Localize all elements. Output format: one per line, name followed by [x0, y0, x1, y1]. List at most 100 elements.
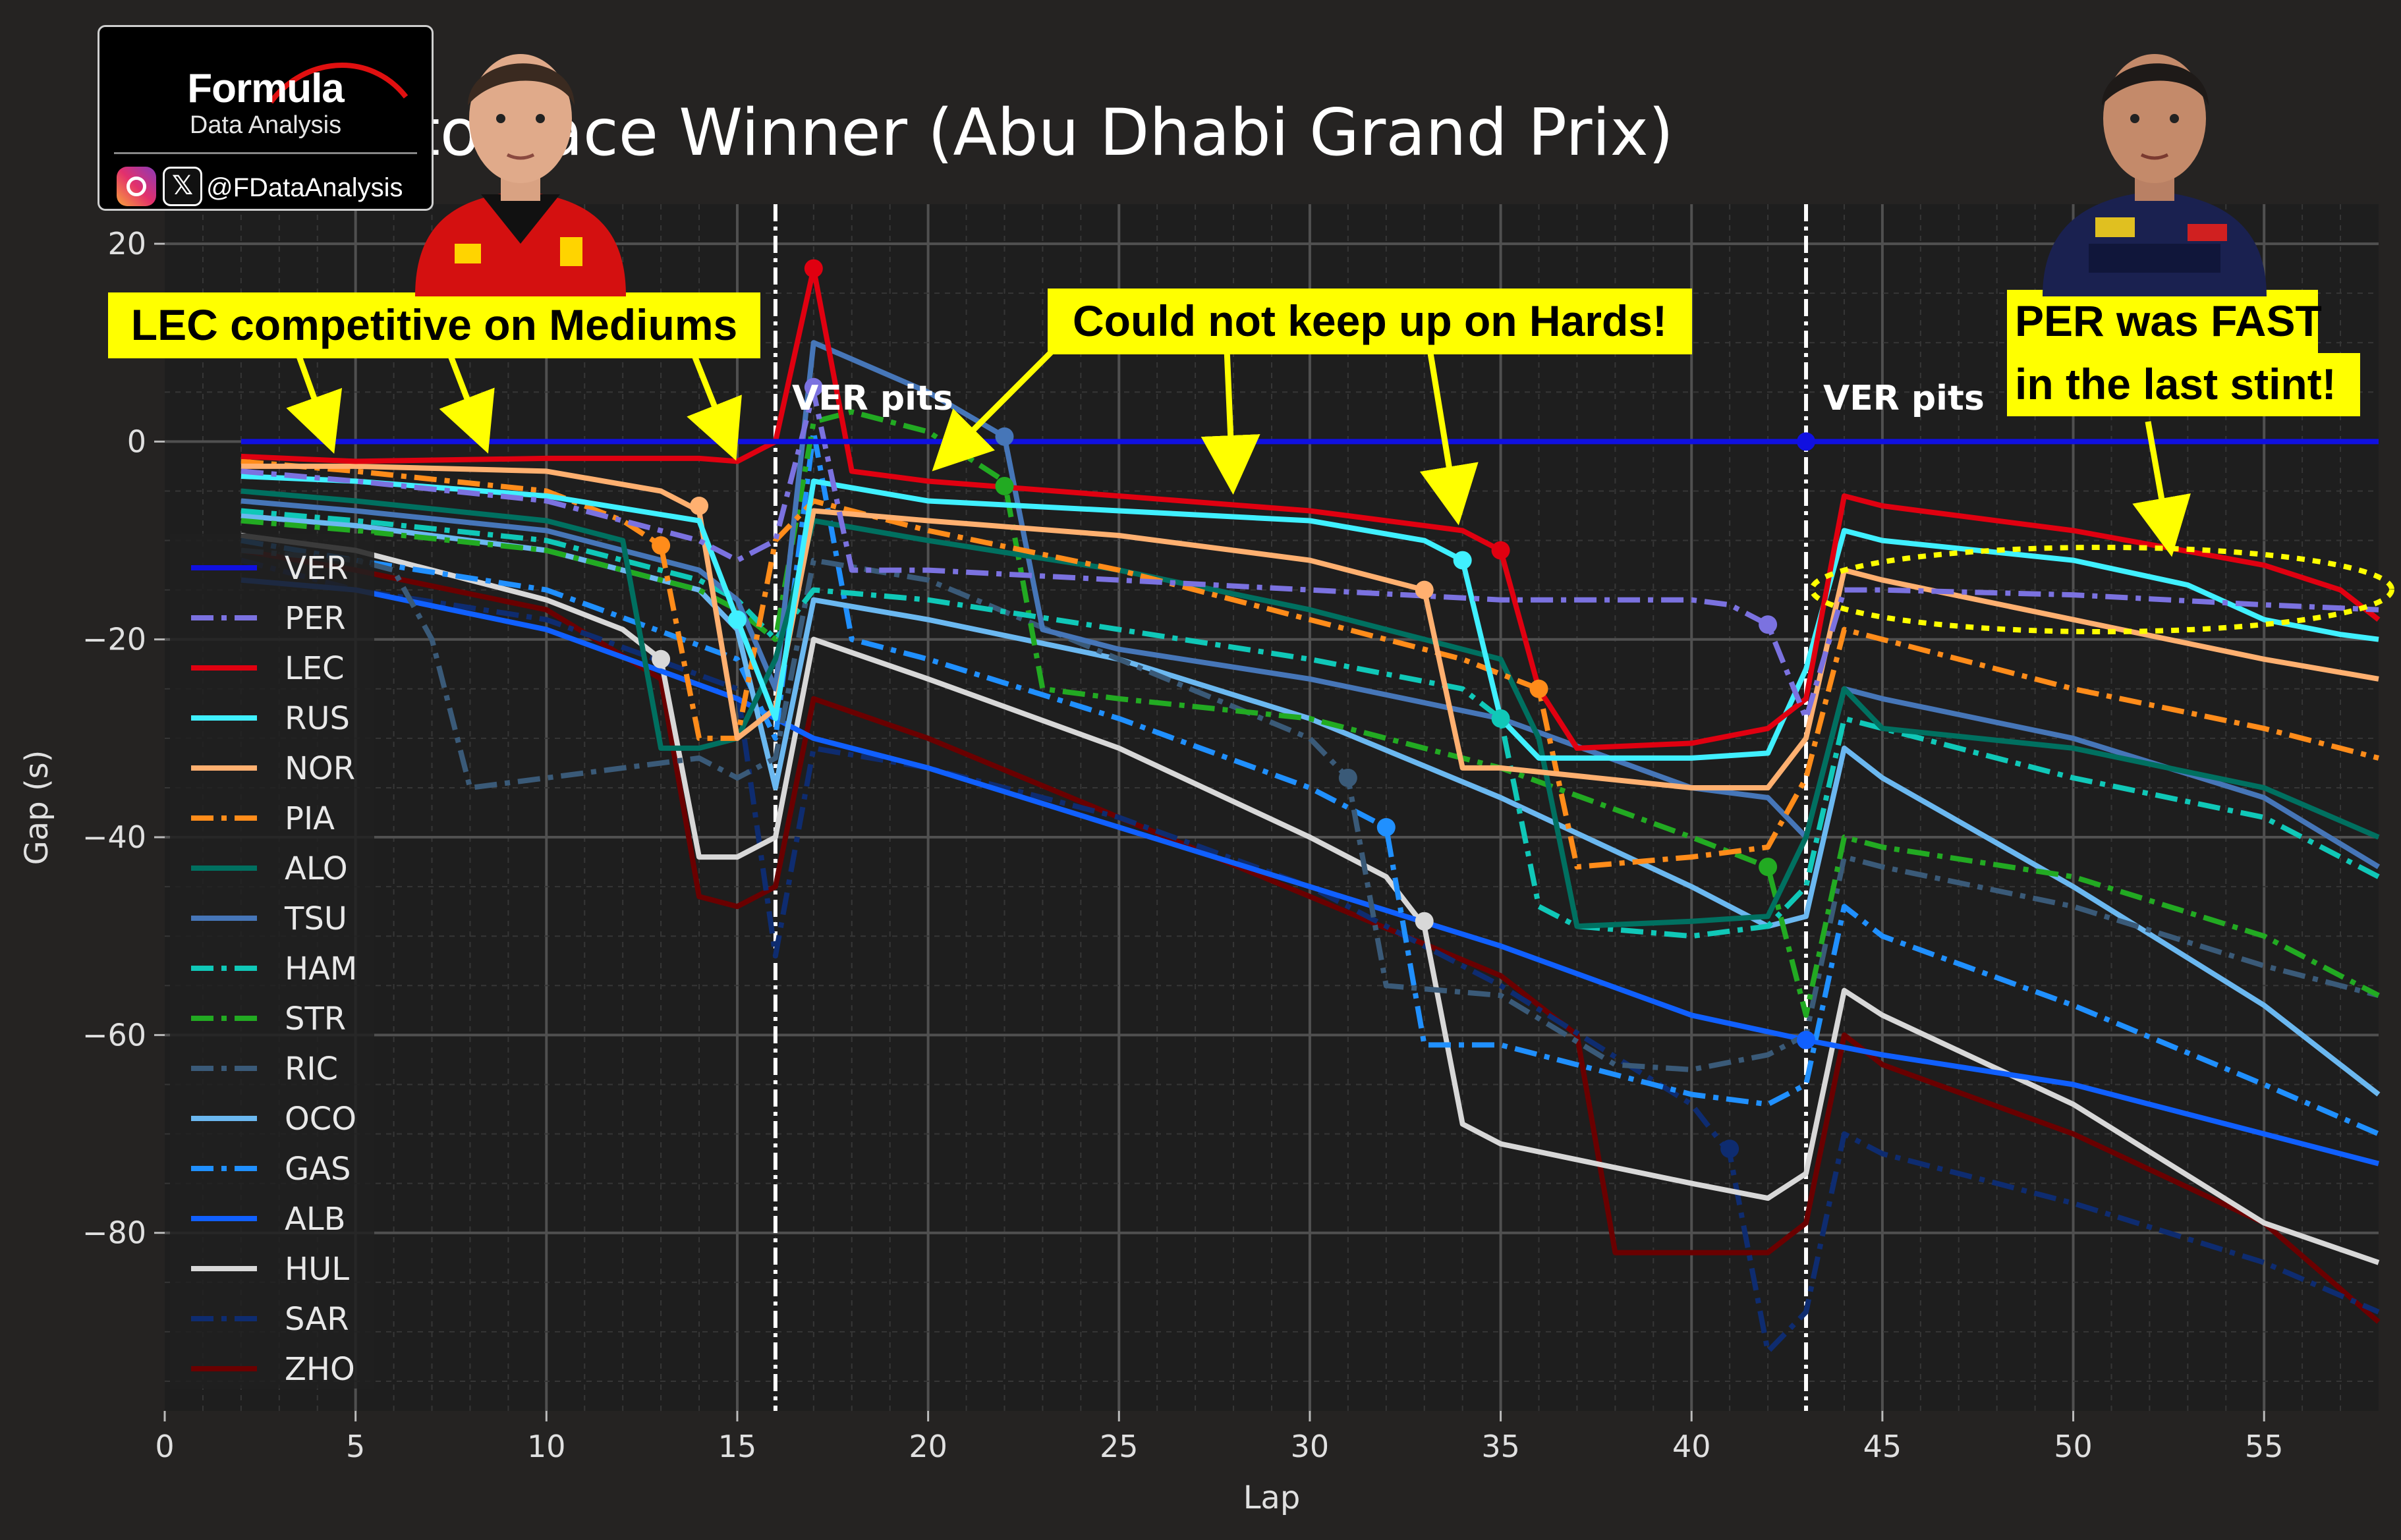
legend-label-ric: RIC: [285, 1051, 338, 1087]
legend-label-oco: OCO: [285, 1101, 356, 1138]
pit-marker-tsu: [995, 427, 1014, 446]
instagram-icon: [117, 167, 156, 206]
annotation-per-box-1: [2007, 290, 2318, 353]
legend-label-gas: GAS: [285, 1151, 351, 1188]
annotation-hards: Could not keep up on Hards!: [1048, 289, 1692, 354]
logo-title: Formula: [187, 66, 345, 111]
leclerc-photo: [415, 54, 626, 296]
legend-label-str: STR: [285, 1001, 346, 1037]
logo-divider: [114, 152, 417, 154]
legend-label-alb: ALB: [285, 1201, 346, 1238]
series-line-ham: [240, 508, 2380, 939]
annotation-per-line1: PER was FAST: [2015, 296, 2322, 345]
pit-markers: [652, 259, 1816, 1159]
y-tick-label: 20: [107, 226, 146, 261]
x-tick-label: 0: [155, 1429, 174, 1464]
annotation-per-box-2: [2007, 353, 2360, 416]
legend-label-hul: HUL: [285, 1251, 349, 1288]
logo-swoosh-icon: [268, 63, 409, 104]
series-lines: [240, 265, 2381, 1354]
annotation-hards-box: [1048, 289, 1692, 354]
series-line-alb: [240, 577, 2380, 1167]
legend-label-rus: RUS: [285, 700, 350, 737]
x-tick-label: 45: [1863, 1429, 1902, 1464]
pit-marker-nor: [1415, 580, 1434, 599]
series-line-rus: [240, 474, 2379, 761]
arrow-hards-1: [932, 346, 1057, 472]
logo-handle: @FDataAnalysis: [206, 173, 403, 202]
x-tick-label: 50: [2054, 1429, 2093, 1464]
series-line-str: [240, 409, 2380, 1018]
pit-marker-rus: [1453, 551, 1472, 570]
y-tick-label: −80: [82, 1215, 146, 1251]
pit-marker-str: [995, 476, 1014, 495]
arrows: [286, 346, 2191, 557]
x-tick-label: 10: [527, 1429, 566, 1464]
x-axis-label: Lap: [1243, 1479, 1301, 1516]
legend-label-pia: PIA: [285, 800, 335, 837]
y-tick-label: 0: [127, 424, 146, 459]
perez-photo: [2043, 54, 2267, 296]
arrow-hards-2: [1200, 348, 1260, 495]
pit-marker-ric: [1338, 768, 1357, 787]
ver-pits-label-1: VER pits: [792, 379, 953, 418]
arrow-lec-2: [439, 348, 495, 454]
y-axis-label: Gap (s): [18, 750, 55, 866]
legend-label-zho: ZHO: [285, 1351, 355, 1388]
legend-label-tsu: TSU: [284, 900, 347, 937]
legend-label-sar: SAR: [285, 1301, 349, 1338]
pit-marker-rus: [727, 610, 747, 629]
series-line-nor: [240, 463, 2379, 790]
annotation-hards-text: Could not keep up on Hards!: [1073, 296, 1667, 345]
per-highlight-ellipse: [1809, 545, 2394, 634]
x-tick-label: 15: [718, 1429, 757, 1464]
x-icon: 𝕏: [163, 167, 202, 206]
pit-marker-nor: [690, 497, 709, 515]
annotation-per-line2: in the last stint!: [2015, 360, 2336, 408]
legend-label-nor: NOR: [285, 750, 355, 787]
series-line-sar: [240, 557, 2380, 1354]
pit-marker-lec: [1491, 541, 1510, 560]
y-tick-label: −40: [82, 819, 146, 855]
legend-label-ham: HAM: [285, 950, 357, 987]
x-tick-label: 40: [1672, 1429, 1711, 1464]
pit-marker-lec: [804, 259, 823, 278]
pit-marker-gas: [1376, 818, 1396, 837]
pit-marker-per: [804, 377, 823, 397]
x-tick-label: 55: [2245, 1429, 2284, 1464]
pit-marker-sar: [1720, 1140, 1739, 1159]
legend-label-ver: VER: [285, 550, 349, 587]
pit-marker-pia: [1529, 679, 1548, 698]
logo: Formula Data Analysis 𝕏 @FDataAnalysis: [98, 25, 434, 211]
ver-pits-label-2: VER pits: [1823, 379, 1985, 418]
series-line-lec: [240, 265, 2381, 751]
annotation-lec: LEC competitive on Mediums: [108, 292, 760, 358]
legend-label-alo: ALO: [285, 850, 348, 887]
legend-box: [170, 534, 374, 1389]
pit-marker-str: [1759, 858, 1778, 877]
x-tick-label: 35: [1481, 1429, 1520, 1464]
legend-label-lec: LEC: [285, 650, 345, 687]
legend: VER PER LEC RUS NOR PIA ALO TSU HAM STR RIC OCO GAS A…: [170, 534, 374, 1389]
series-line-per: [240, 389, 2379, 721]
axis-ticks: 0 5 10 15 20 25 30 35 40 45 50 55 20 0 −20 −40 −60 −80: [82, 226, 2284, 1464]
arrow-per: [2132, 421, 2191, 557]
annotation-per: PER was FAST in the last stint!: [2007, 290, 2360, 416]
x-tick-label: 20: [909, 1429, 947, 1464]
pit-marker-alb: [1797, 1030, 1816, 1049]
y-tick-label: −20: [82, 622, 146, 657]
legend-label-per: PER: [285, 600, 346, 637]
y-tick-label: −60: [82, 1017, 146, 1053]
arrow-hards-3: [1419, 348, 1479, 526]
pit-marker-ham: [1491, 709, 1510, 728]
x-tick-label: 25: [1100, 1429, 1139, 1464]
pit-marker-per: [1759, 615, 1778, 634]
series-line-alo: [240, 488, 2380, 929]
pit-marker-ver: [1797, 432, 1816, 451]
series-line-pia: [240, 458, 2380, 870]
annotation-lec-text: LEC competitive on Mediums: [131, 300, 737, 349]
logo-subtitle: Data Analysis: [189, 111, 342, 139]
pit-marker-hul: [1415, 912, 1434, 931]
x-tick-label: 30: [1291, 1429, 1330, 1464]
